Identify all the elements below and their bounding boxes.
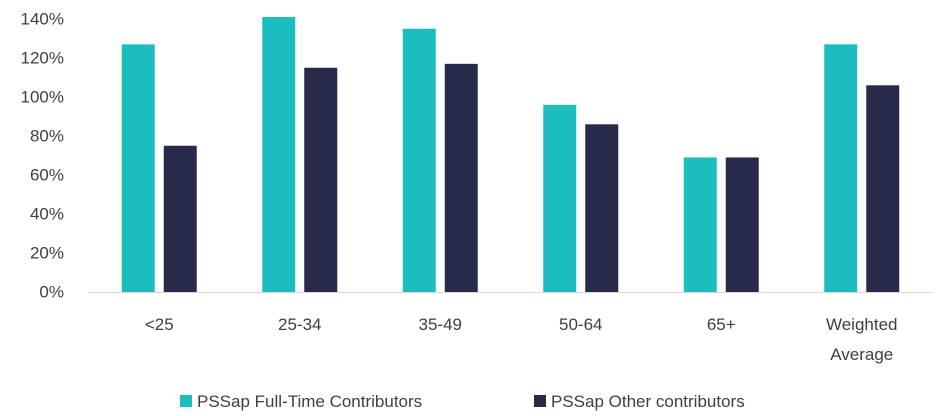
y-tick-label: 20% [30, 244, 64, 263]
bar-series-1-cat-2 [262, 17, 296, 293]
bar-series-1-cat-1 [121, 44, 155, 292]
legend-label-1: PSSap Full-Time Contributors [197, 392, 422, 411]
bar-series-2-cat-1 [163, 145, 197, 292]
y-tick-label: 100% [21, 88, 64, 107]
legend: PSSap Full-Time Contributors PSSap Other … [180, 392, 745, 411]
bar-series-1-cat-3 [402, 28, 436, 292]
y-tick-label: 40% [30, 205, 64, 224]
x-tick-label: 50-64 [559, 315, 602, 334]
bar-series-2-cat-5 [725, 157, 759, 292]
y-tick-label: 120% [21, 49, 64, 68]
y-tick-label: 60% [30, 166, 64, 185]
bar-series-1-cat-4 [543, 104, 577, 292]
y-tick-label: 140% [21, 10, 64, 29]
legend-label-2: PSSap Other contributors [551, 392, 745, 411]
legend-swatch-1 [180, 395, 192, 407]
x-tick-label: 35-49 [419, 315, 462, 334]
y-axis-labels: 0% 20% 40% 60% 80% 100% 120% 140% [21, 10, 64, 302]
x-tick-label: Weighted Average [826, 315, 898, 364]
bar-series-2-cat-3 [444, 63, 478, 292]
x-axis-labels: <25 25-34 35-49 50-64 65+ Weighted Average [145, 315, 898, 364]
bar-series-2-cat-2 [304, 67, 338, 292]
bar-series-2-cat-6 [866, 85, 900, 292]
bar-series-2-cat-4 [585, 124, 619, 292]
x-tick-label: <25 [145, 315, 174, 334]
y-tick-label: 0% [39, 283, 64, 302]
x-tick-label: 65+ [707, 315, 736, 334]
x-tick-label: 25-34 [278, 315, 321, 334]
legend-swatch-2 [534, 395, 546, 407]
y-tick-label: 80% [30, 127, 64, 146]
bar-series-1-cat-6 [824, 44, 858, 292]
bar-series-1-cat-5 [683, 157, 717, 292]
bars [121, 17, 900, 293]
